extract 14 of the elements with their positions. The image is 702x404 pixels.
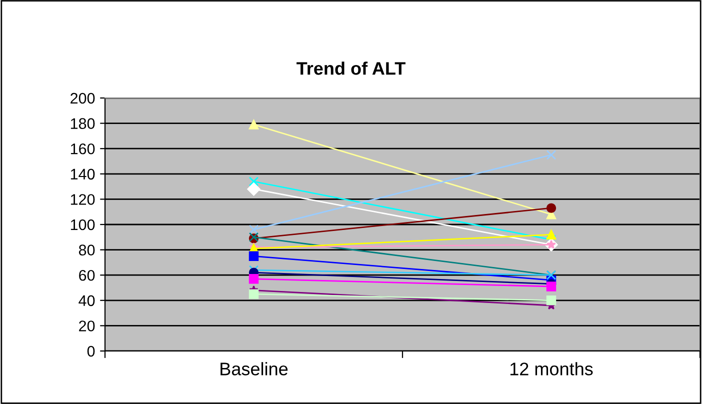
y-tick-label: 120	[70, 194, 95, 205]
y-tick-label: 80	[78, 244, 95, 256]
y-tick-label: 160	[70, 143, 95, 154]
y-tick-label: 0	[87, 346, 95, 357]
y-tick-label: 200	[70, 92, 95, 104]
y-tick-label: 100	[70, 219, 95, 230]
y-tick-label: 20	[79, 320, 95, 332]
y-tick-label: 40	[78, 295, 95, 306]
chart-title: Trend of ALT	[296, 62, 406, 75]
y-tick-label: 180	[70, 118, 95, 129]
y-tick-label: 60	[79, 270, 95, 281]
x-tick-label: Baseline	[220, 362, 288, 376]
y-tick-label: 140	[70, 168, 95, 180]
x-tick-label: 12 months	[510, 362, 593, 376]
